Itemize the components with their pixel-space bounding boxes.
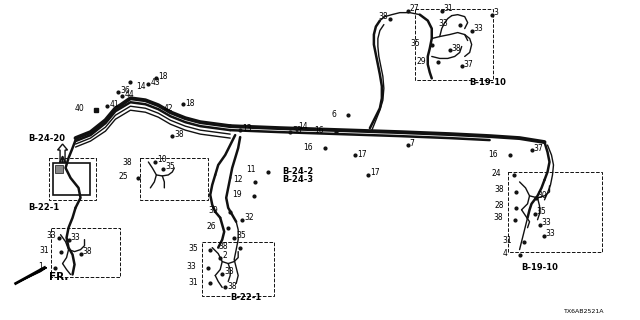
Text: 14: 14 (136, 82, 146, 91)
Text: 38: 38 (83, 247, 92, 256)
Bar (54, 165, 63, 173)
Text: 38: 38 (292, 126, 301, 135)
Bar (415, 9, 493, 80)
Text: 37: 37 (464, 60, 474, 69)
Bar (52, 163, 90, 195)
Text: B-24-3: B-24-3 (282, 175, 313, 184)
Text: 12: 12 (234, 175, 243, 184)
Text: 33: 33 (47, 231, 56, 240)
Text: 14: 14 (298, 122, 308, 131)
Text: 42: 42 (163, 104, 173, 113)
Text: B-22-1: B-22-1 (230, 293, 262, 302)
FancyArrow shape (58, 144, 68, 162)
Text: 16: 16 (303, 142, 313, 152)
Text: 33: 33 (186, 262, 196, 271)
Text: 32: 32 (244, 213, 254, 222)
Text: 33: 33 (70, 233, 80, 242)
Bar (508, 172, 602, 252)
Text: 17: 17 (357, 149, 367, 158)
Text: 2: 2 (222, 251, 227, 260)
Text: 33: 33 (541, 218, 551, 227)
Text: 18: 18 (158, 72, 168, 81)
Text: B-19-10: B-19-10 (522, 263, 559, 272)
Text: 28: 28 (494, 201, 504, 210)
Text: 25: 25 (119, 172, 129, 181)
Text: 38: 38 (227, 282, 237, 291)
Text: B-24-20: B-24-20 (29, 133, 66, 143)
Text: 38: 38 (493, 213, 502, 222)
Text: 35: 35 (236, 231, 246, 240)
Bar (51, 228, 120, 277)
Text: 40: 40 (75, 104, 84, 113)
Text: 31: 31 (189, 278, 198, 287)
Text: 37: 37 (534, 144, 543, 153)
Bar (140, 158, 208, 200)
Text: 38: 38 (452, 44, 461, 53)
Text: 16: 16 (314, 126, 324, 135)
Text: 38: 38 (494, 185, 504, 194)
Text: 1: 1 (38, 262, 43, 271)
Text: B-24-2: B-24-2 (282, 167, 314, 176)
Text: 38: 38 (219, 242, 228, 251)
Text: 33: 33 (224, 267, 234, 276)
Text: 43: 43 (150, 78, 160, 87)
Text: 18: 18 (186, 99, 195, 108)
Text: 35: 35 (165, 163, 175, 172)
Text: 30: 30 (538, 191, 547, 200)
Text: 35: 35 (189, 244, 198, 253)
Bar (49, 158, 97, 200)
Text: B-22-1: B-22-1 (29, 203, 60, 212)
Text: 39: 39 (209, 206, 218, 215)
Text: 35: 35 (410, 39, 420, 48)
Text: 31: 31 (39, 246, 49, 255)
Text: 33: 33 (545, 229, 556, 238)
Text: 41: 41 (109, 100, 119, 109)
Text: 33: 33 (474, 24, 483, 33)
Text: 29: 29 (416, 57, 426, 66)
Text: 38: 38 (378, 12, 388, 21)
Text: 33: 33 (438, 19, 448, 28)
Text: FR.: FR. (49, 273, 68, 283)
Bar (202, 242, 274, 296)
Text: 31: 31 (444, 4, 453, 13)
Text: 16: 16 (488, 149, 498, 158)
Text: 3: 3 (493, 8, 499, 17)
Text: B-19-10: B-19-10 (470, 78, 506, 87)
Text: 11: 11 (246, 165, 256, 174)
Text: 4: 4 (502, 249, 508, 258)
Text: 38: 38 (174, 130, 184, 139)
Text: 17: 17 (370, 168, 380, 178)
Text: 35: 35 (536, 207, 547, 216)
Text: 36: 36 (120, 86, 130, 95)
Text: 38: 38 (123, 158, 132, 167)
Text: TX6AB2521A: TX6AB2521A (564, 309, 605, 314)
Text: 27: 27 (410, 4, 419, 13)
Text: 44: 44 (124, 90, 134, 99)
Text: 24: 24 (492, 169, 502, 179)
Text: 7: 7 (410, 139, 415, 148)
Polygon shape (15, 268, 47, 284)
Text: 13: 13 (242, 124, 252, 132)
Text: 19: 19 (232, 190, 242, 199)
Text: 31: 31 (502, 236, 511, 245)
Text: 10: 10 (157, 156, 167, 164)
Text: 26: 26 (207, 222, 216, 231)
Text: 6: 6 (331, 110, 336, 119)
